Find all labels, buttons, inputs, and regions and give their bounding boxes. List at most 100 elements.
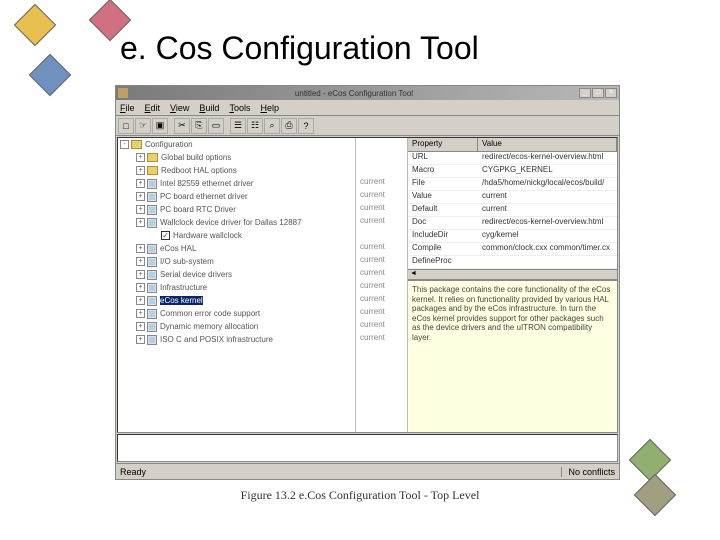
tree-item[interactable]: +Serial device drivers [118, 268, 355, 281]
app-window: untitled - eCos Configuration Tool _ □ ×… [115, 85, 620, 480]
checkbox-icon[interactable]: ✓ [161, 231, 170, 240]
package-icon [147, 179, 157, 189]
property-row[interactable]: Valuecurrent [408, 191, 617, 204]
tree-item[interactable]: +I/O sub-system [118, 255, 355, 268]
property-key: Default [408, 204, 478, 216]
package-icon [147, 257, 157, 267]
property-value: /hda5/home/nickg/local/ecos/build/ [478, 178, 617, 190]
statusbar: Ready No conflicts [116, 463, 619, 479]
value-cell: current [356, 333, 407, 346]
property-row[interactable]: MacroCYGPKG_KERNEL [408, 165, 617, 178]
toolbar-button-2[interactable]: ▣ [152, 118, 168, 134]
tree-item-label: Global build options [161, 153, 231, 162]
property-row[interactable]: Docredirect/ecos-kernel-overview.html [408, 217, 617, 230]
expander-icon[interactable]: + [136, 322, 145, 331]
output-pane[interactable] [117, 434, 618, 462]
tree-item-label: Wallclock device driver for Dallas 12887 [160, 218, 302, 227]
expander-icon[interactable]: + [136, 179, 145, 188]
tree-item[interactable]: + Common error code support [118, 307, 355, 320]
property-row[interactable]: Compilecommon/clock.cxx common/timer.cx [408, 243, 617, 256]
tree-item[interactable]: +Infrastructure [118, 281, 355, 294]
value-cell: current [356, 255, 407, 268]
expander-icon[interactable]: + [136, 335, 145, 344]
toolbar-button-1[interactable]: ☞ [135, 118, 151, 134]
tree-item[interactable]: + Wallclock device driver for Dallas 1288… [118, 216, 355, 229]
package-icon [147, 322, 157, 332]
header-property[interactable]: Property [408, 138, 478, 151]
value-cell [356, 151, 407, 164]
property-row[interactable]: DefineProc [408, 256, 617, 269]
expander-icon[interactable]: - [120, 140, 129, 149]
menu-build[interactable]: Build [199, 103, 219, 113]
package-icon [147, 218, 157, 228]
scrollbar-horizontal[interactable]: ◄ [408, 269, 617, 279]
maximize-button[interactable]: □ [592, 88, 604, 98]
expander-icon[interactable]: + [136, 257, 145, 266]
expander-icon[interactable]: + [136, 270, 145, 279]
package-icon [147, 335, 157, 345]
value-cell: current [356, 281, 407, 294]
close-button[interactable]: × [605, 88, 617, 98]
property-row[interactable]: IncludeDircyg/kernel [408, 230, 617, 243]
expander-icon[interactable]: + [136, 218, 145, 227]
toolbar-button-9[interactable]: ☷ [247, 118, 263, 134]
toolbar-button-12[interactable]: ? [298, 118, 314, 134]
tree-item[interactable]: + eCos HAL [118, 242, 355, 255]
tree-root-label[interactable]: Configuration [145, 140, 193, 149]
tree-item[interactable]: +PC board ethernet driver [118, 190, 355, 203]
menu-help[interactable]: Help [260, 103, 279, 113]
expander-icon[interactable]: + [136, 309, 145, 318]
expander-icon[interactable]: + [136, 205, 145, 214]
property-value: redirect/ecos-kernel-overview.html [478, 152, 617, 164]
tree-item-label: Intel 82559 ethernet driver [160, 179, 253, 188]
tree-item[interactable]: + Intel 82559 ethernet driver [118, 177, 355, 190]
tree-item[interactable]: + PC board RTC Driver [118, 203, 355, 216]
system-icon[interactable] [118, 88, 128, 98]
toolbar-button-0[interactable]: □ [118, 118, 134, 134]
minimize-button[interactable]: _ [579, 88, 591, 98]
expander-icon[interactable]: + [136, 296, 145, 305]
toolbar-button-10[interactable]: ⌕ [264, 118, 280, 134]
property-row[interactable]: Defaultcurrent [408, 204, 617, 217]
property-row[interactable]: File/hda5/home/nickg/local/ecos/build/ [408, 178, 617, 191]
tree-item-label: Hardware wallclock [173, 231, 242, 240]
expander-icon[interactable]: + [136, 283, 145, 292]
toolbar-button-5[interactable]: ⎘ [191, 118, 207, 134]
package-icon [147, 205, 157, 215]
expander-icon[interactable]: + [136, 244, 145, 253]
property-value [478, 256, 617, 268]
menu-file[interactable]: File [120, 103, 135, 113]
folder-icon [131, 140, 142, 149]
tree-item[interactable]: +Dynamic memory allocation [118, 320, 355, 333]
expander-icon[interactable]: + [136, 166, 145, 175]
tree-root[interactable]: - Configuration [118, 138, 355, 151]
expander-icon[interactable]: + [136, 153, 145, 162]
tree-item[interactable]: +eCos kernel [118, 294, 355, 307]
tree-item[interactable]: ✓Hardware wallclock [118, 229, 355, 242]
tree-item[interactable]: + Global build options [118, 151, 355, 164]
package-icon [147, 270, 157, 280]
property-row[interactable]: URLredirect/ecos-kernel-overview.html [408, 152, 617, 165]
tree-item-label: eCos HAL [160, 244, 196, 253]
titlebar[interactable]: untitled - eCos Configuration Tool _ □ × [116, 86, 619, 100]
toolbar-button-4[interactable]: ✂ [174, 118, 190, 134]
value-cell: current [356, 268, 407, 281]
package-icon [147, 296, 157, 306]
tree-item-label: PC board RTC Driver [160, 205, 236, 214]
menu-tools[interactable]: Tools [229, 103, 250, 113]
menu-view[interactable]: View [170, 103, 189, 113]
main-area: -Configuration+Global build options+Redb… [117, 137, 618, 433]
tree-item[interactable]: +ISO C and POSIX infrastructure [118, 333, 355, 346]
tree-panel[interactable]: -Configuration+Global build options+Redb… [118, 138, 356, 432]
toolbar-button-8[interactable]: ☰ [230, 118, 246, 134]
expander-icon[interactable]: + [136, 192, 145, 201]
toolbar-button-6[interactable]: ▭ [208, 118, 224, 134]
property-table: Property Value URLredirect/ecos-kernel-o… [408, 138, 617, 279]
package-icon [147, 309, 157, 319]
toolbar-button-11[interactable]: ⎙ [281, 118, 297, 134]
value-cell: current [356, 177, 407, 190]
tree-item[interactable]: +Redboot HAL options [118, 164, 355, 177]
tree-item-label: Common error code support [160, 309, 260, 318]
header-value[interactable]: Value [478, 138, 617, 151]
menu-edit[interactable]: Edit [145, 103, 161, 113]
